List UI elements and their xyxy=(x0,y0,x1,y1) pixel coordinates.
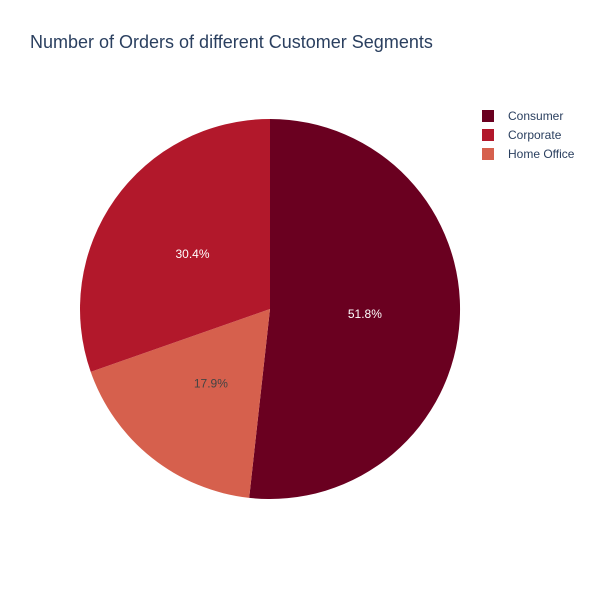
chart-title: Number of Orders of different Customer S… xyxy=(30,32,433,52)
pie-slice-home-office[interactable] xyxy=(90,309,271,498)
legend-item-consumer[interactable]: Consumer xyxy=(482,106,574,125)
legend-label-home-office: Home Office xyxy=(508,146,575,161)
legend-label-consumer: Consumer xyxy=(508,108,564,123)
pie-slice-label-corporate: 30.4% xyxy=(175,247,209,261)
legend-label-corporate: Corporate xyxy=(508,127,562,142)
legend-item-home-office[interactable]: Home Office xyxy=(482,144,574,163)
legend-swatch-consumer xyxy=(482,109,494,122)
pie-slice-label-home-office: 17.9% xyxy=(194,376,228,390)
legend-item-corporate[interactable]: Corporate xyxy=(482,125,574,144)
pie-slice-corporate[interactable] xyxy=(79,119,270,372)
legend-swatch-home-office xyxy=(482,147,494,160)
legend: Consumer Corporate Home Office xyxy=(482,106,574,163)
legend-swatch-corporate xyxy=(482,128,494,141)
pie-slice-consumer[interactable] xyxy=(249,118,461,499)
pie-slice-label-consumer: 51.8% xyxy=(348,307,382,321)
